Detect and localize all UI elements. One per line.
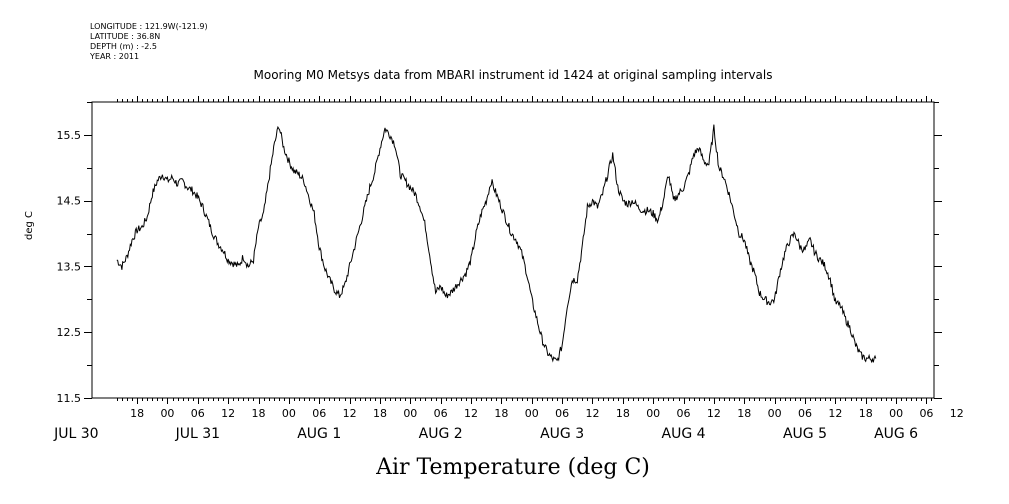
y-tick-label: 14.5 xyxy=(57,195,82,208)
x-date-label: AUG 1 xyxy=(297,426,341,442)
x-tick-label: 00 xyxy=(646,407,660,420)
x-date-label: AUG 3 xyxy=(540,426,584,442)
y-tick-label: 11.5 xyxy=(57,392,82,405)
x-tick-label: 06 xyxy=(434,407,448,420)
x-tick-label: 12 xyxy=(828,407,842,420)
x-tick-label: 00 xyxy=(282,407,296,420)
x-tick-label: 00 xyxy=(403,407,417,420)
series-line-air-temperature xyxy=(116,124,877,364)
y-tick-label: 13.5 xyxy=(57,260,82,273)
meta-latitude: LATITUDE : 36.8N xyxy=(90,32,161,41)
x-tick-label: 06 xyxy=(555,407,569,420)
x-axis-label: Air Temperature (deg C) xyxy=(376,455,650,480)
x-axis-ticks xyxy=(117,96,932,404)
meta-depth: DEPTH (m) : -2.5 xyxy=(90,42,157,51)
x-tick-label: 18 xyxy=(130,407,144,420)
x-tick-label: 12 xyxy=(585,407,599,420)
x-tick-label: 12 xyxy=(950,407,964,420)
x-tick-label: 06 xyxy=(919,407,933,420)
x-date-label: AUG 5 xyxy=(783,426,827,442)
x-date-label: JUL 31 xyxy=(175,426,220,442)
x-date-label: AUG 2 xyxy=(419,426,463,442)
y-tick-label: 12.5 xyxy=(57,326,82,339)
plot-frame xyxy=(91,101,935,399)
x-date-label: JUL 30 xyxy=(53,426,98,442)
x-tick-label: 18 xyxy=(373,407,387,420)
x-tick-label: 00 xyxy=(525,407,539,420)
x-tick-label: 12 xyxy=(343,407,357,420)
y-axis-ticks xyxy=(84,102,942,399)
x-tick-label: 12 xyxy=(221,407,235,420)
x-tick-label: 00 xyxy=(160,407,174,420)
chart-title: Mooring M0 Metsys data from MBARI instru… xyxy=(253,68,773,82)
x-tick-label: 06 xyxy=(677,407,691,420)
x-tick-label: 06 xyxy=(312,407,326,420)
x-tick-label: 00 xyxy=(768,407,782,420)
x-tick-label: 06 xyxy=(798,407,812,420)
x-tick-label: 18 xyxy=(494,407,508,420)
x-tick-label: 18 xyxy=(252,407,266,420)
x-tick-label: 00 xyxy=(889,407,903,420)
x-date-label: AUG 6 xyxy=(874,426,918,442)
x-tick-label: 18 xyxy=(737,407,751,420)
y-tick-label: 15.5 xyxy=(57,129,82,142)
metadata-block: LONGITUDE : 121.9W(-121.9) LATITUDE : 36… xyxy=(90,22,208,62)
x-tick-label: 06 xyxy=(191,407,205,420)
x-tick-label: 18 xyxy=(616,407,630,420)
meta-year: YEAR : 2011 xyxy=(90,52,140,61)
x-tick-label: 18 xyxy=(859,407,873,420)
x-tick-label: 12 xyxy=(464,407,478,420)
x-date-label: AUG 4 xyxy=(662,426,706,442)
x-tick-label: 12 xyxy=(707,407,721,420)
meta-longitude: LONGITUDE : 121.9W(-121.9) xyxy=(90,22,208,31)
